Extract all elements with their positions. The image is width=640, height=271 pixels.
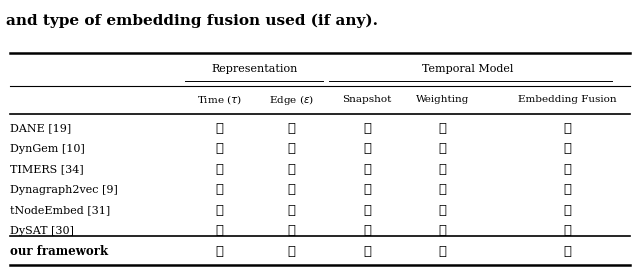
Text: ✓: ✓ (216, 183, 223, 196)
Text: ✗: ✗ (288, 204, 296, 217)
Text: ✓: ✓ (216, 142, 223, 155)
Text: ✗: ✗ (564, 121, 572, 134)
Text: Snapshot: Snapshot (342, 95, 392, 104)
Text: ✓: ✓ (216, 224, 223, 237)
Text: ✗: ✗ (564, 163, 572, 176)
Text: ✓: ✓ (564, 204, 572, 217)
Text: tNodeEmbed [31]: tNodeEmbed [31] (10, 205, 110, 215)
Text: ✗: ✗ (438, 224, 446, 237)
Text: ✓: ✓ (216, 245, 223, 258)
Text: DANE [19]: DANE [19] (10, 123, 71, 133)
Text: ✓: ✓ (216, 204, 223, 217)
Text: ✓: ✓ (363, 183, 371, 196)
Text: ✗: ✗ (438, 163, 446, 176)
Text: Weighting: Weighting (415, 95, 469, 104)
Text: ✗: ✗ (288, 224, 296, 237)
Text: ✓: ✓ (564, 245, 572, 258)
Text: DynGem [10]: DynGem [10] (10, 144, 84, 153)
Text: ✓: ✓ (216, 163, 223, 176)
Text: ✗: ✗ (288, 121, 296, 134)
Text: ✓: ✓ (363, 121, 371, 134)
Text: ✓: ✓ (363, 224, 371, 237)
Text: TIMERS [34]: TIMERS [34] (10, 164, 83, 174)
Text: ✗: ✗ (438, 121, 446, 134)
Text: and type of embedding fusion used (if any).: and type of embedding fusion used (if an… (6, 13, 378, 28)
Text: Temporal Model: Temporal Model (422, 64, 513, 74)
Text: Edge ($\epsilon$): Edge ($\epsilon$) (269, 93, 314, 107)
Text: ✓: ✓ (438, 204, 446, 217)
Text: ✓: ✓ (438, 245, 446, 258)
Text: our framework: our framework (10, 245, 108, 258)
Text: ✗: ✗ (438, 183, 446, 196)
Text: Embedding Fusion: Embedding Fusion (518, 95, 617, 104)
Text: ✗: ✗ (288, 183, 296, 196)
Text: ✗: ✗ (288, 163, 296, 176)
Text: ✓: ✓ (363, 204, 371, 217)
Text: Dynagraph2vec [9]: Dynagraph2vec [9] (10, 185, 117, 195)
Text: ✓: ✓ (216, 121, 223, 134)
Text: ✓: ✓ (288, 245, 296, 258)
Text: ✓: ✓ (363, 163, 371, 176)
Text: ✓: ✓ (564, 142, 572, 155)
Text: Time ($\tau$): Time ($\tau$) (197, 93, 242, 106)
Text: ✓: ✓ (363, 245, 371, 258)
Text: ✗: ✗ (288, 142, 296, 155)
Text: ✓: ✓ (564, 224, 572, 237)
Text: ✓: ✓ (363, 142, 371, 155)
Text: Representation: Representation (211, 64, 298, 74)
Text: ✗: ✗ (438, 142, 446, 155)
Text: ✓: ✓ (564, 183, 572, 196)
Text: DySAT [30]: DySAT [30] (10, 225, 74, 235)
